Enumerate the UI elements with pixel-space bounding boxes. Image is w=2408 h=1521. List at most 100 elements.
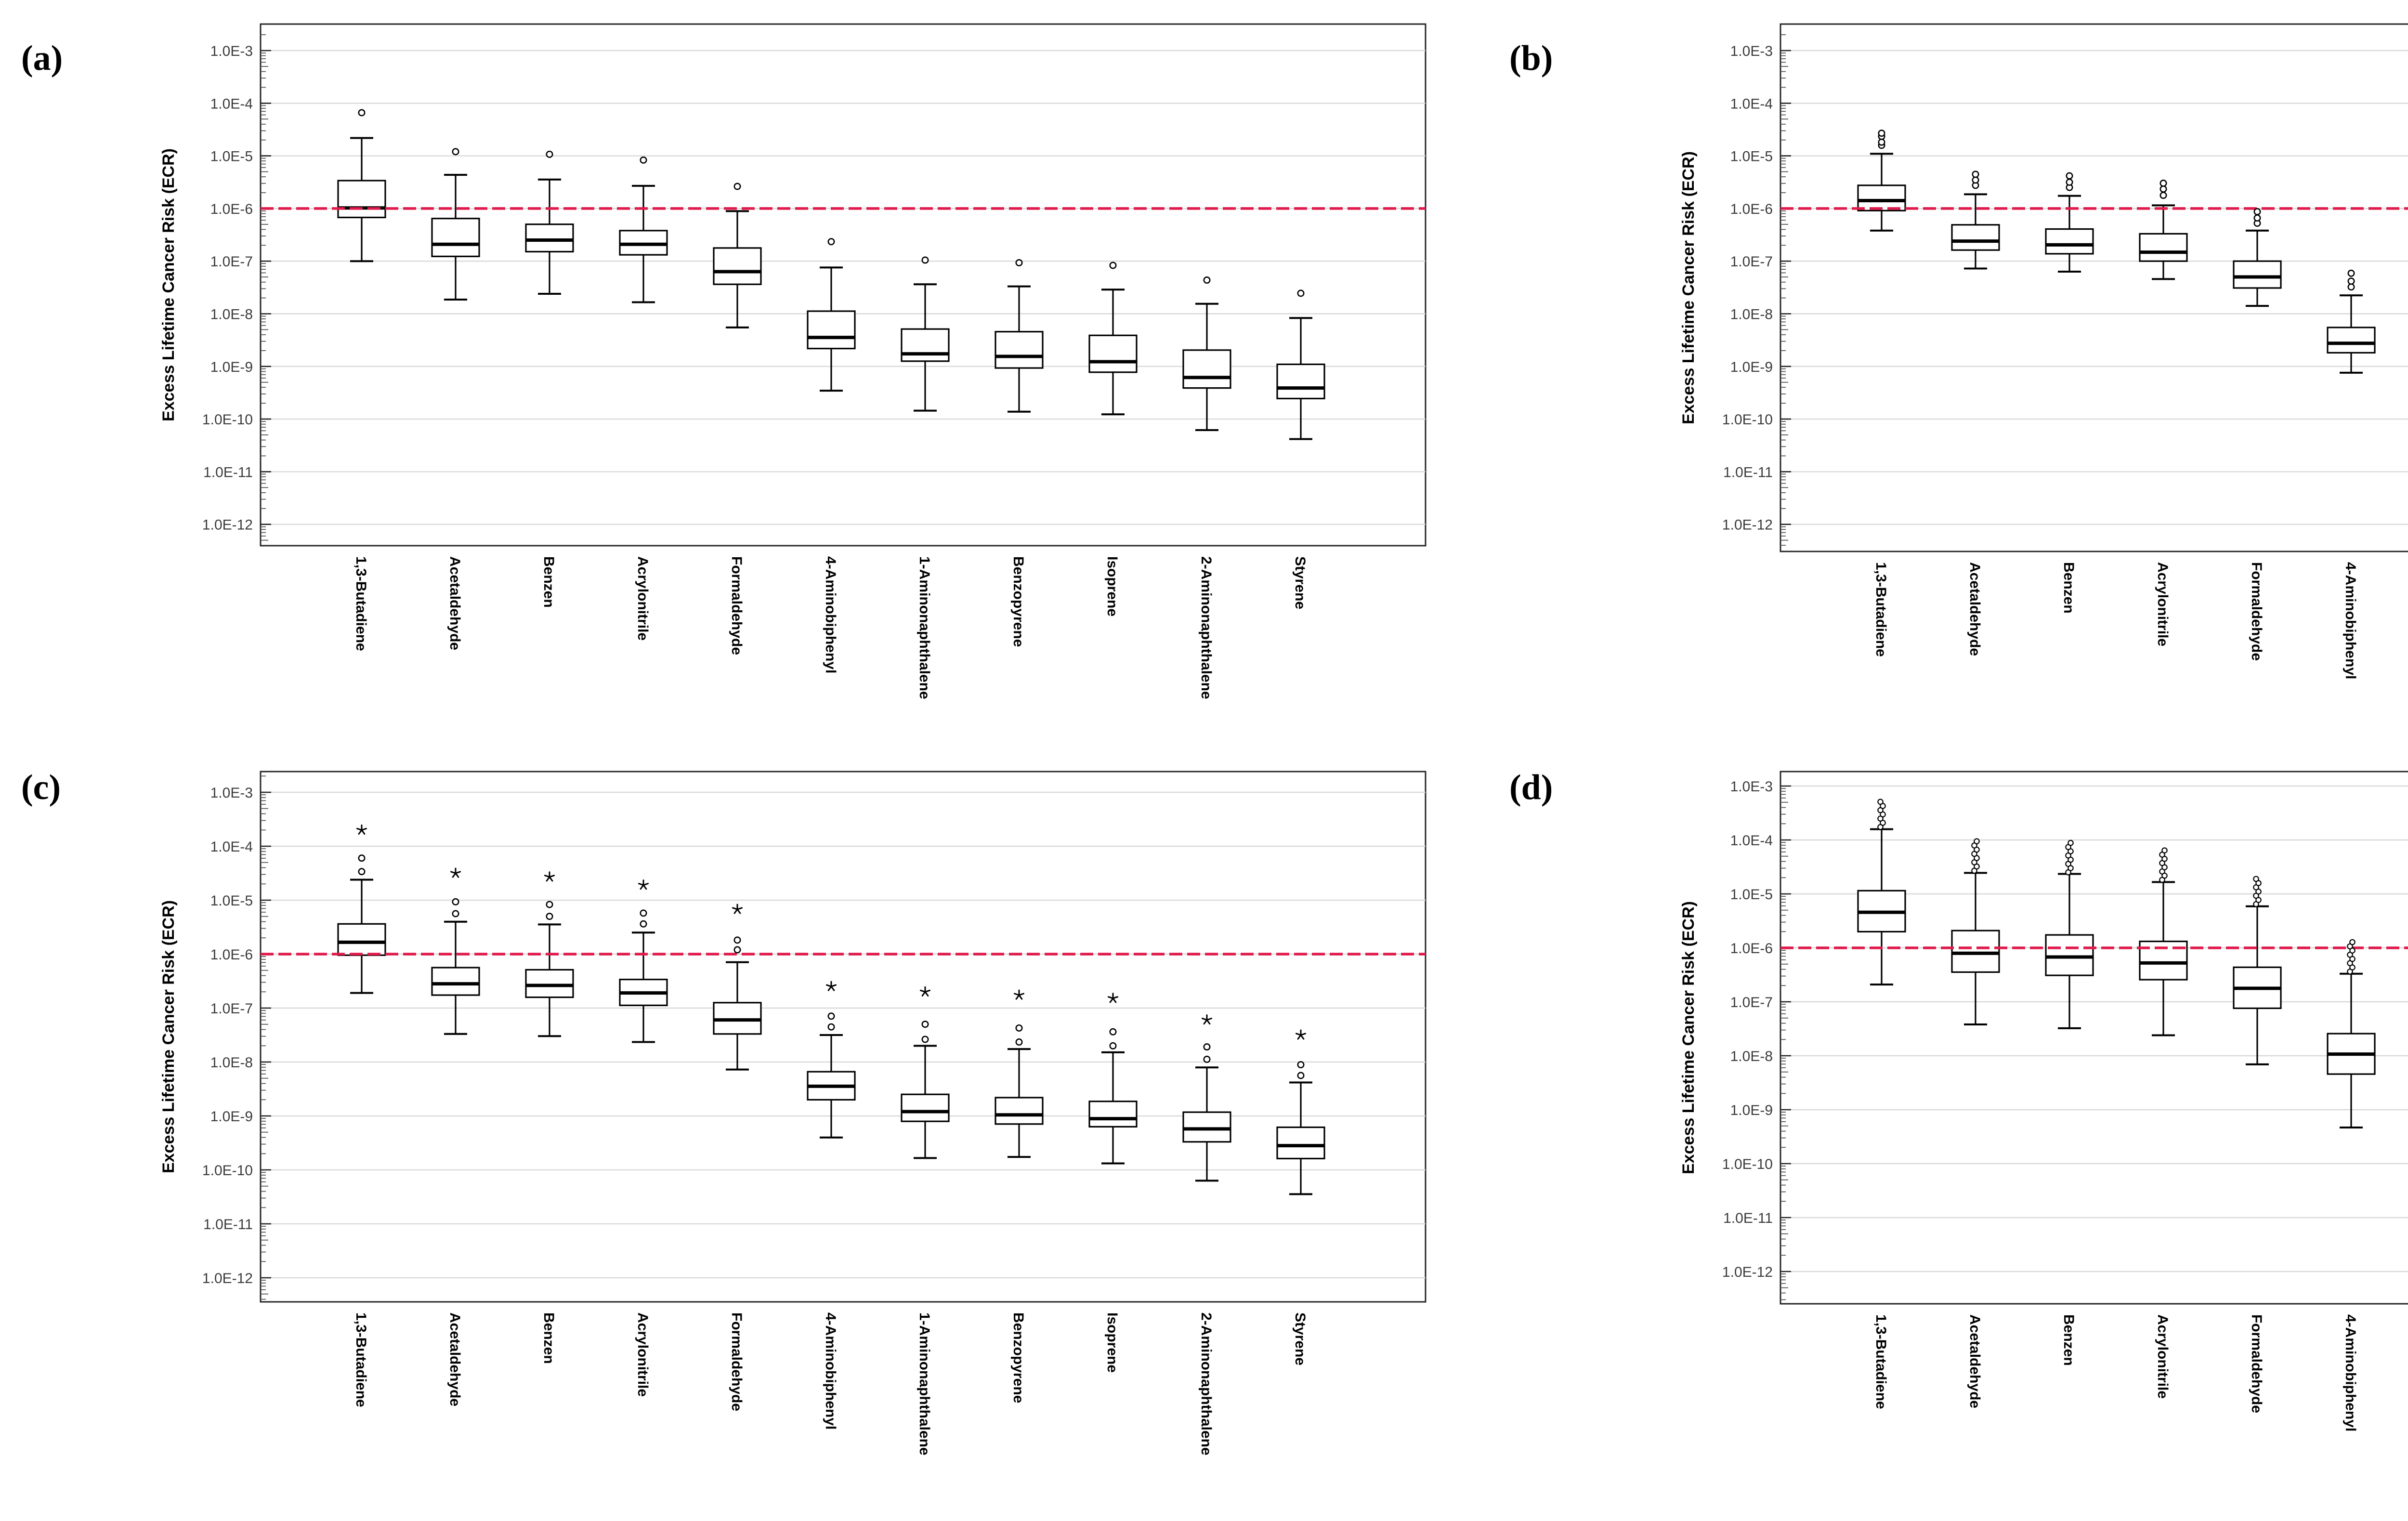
category-label: Acrylonitrile [635,556,651,641]
box [1088,1101,1138,1128]
y-tick-label: 1.0E-7 [1730,995,1773,1010]
y-tick-label: 1.0E-3 [1730,43,1773,59]
extreme-star-icon [544,871,555,882]
category-label: Acetaldehyde [1967,562,1983,656]
outlier-circle-icon [827,1023,835,1031]
y-tick-label: 1.0E-9 [210,1109,253,1125]
outlier-circle-icon [1109,1042,1117,1049]
category-label: Formaldehyde [729,1312,745,1411]
y-tick-label: 1.0E-10 [1722,1156,1773,1172]
y-tick-label: 1.0E-6 [1730,941,1773,957]
box [337,180,386,219]
y-tick-label: 1.0E-5 [1730,887,1773,903]
outlier-circle-icon [2159,185,2167,193]
y-tick-label: 1.0E-12 [202,517,253,533]
outlier-circle-icon [1297,289,1305,297]
y-tick-label: 1.0E-7 [1730,254,1773,270]
box [2045,934,2094,976]
box [1088,334,1138,373]
category-label: Formaldehyde [729,556,745,655]
outlier-circle-icon [2066,172,2073,180]
box [2233,260,2282,289]
outlier-circle-icon [2347,277,2355,285]
category-label: Benzen [2061,1314,2077,1366]
y-tick-label: 1.0E-8 [210,307,253,323]
extreme-star-icon [826,981,837,991]
outlier-circle-icon [1203,1043,1211,1051]
outlier-circle-icon [921,1021,929,1028]
panel-d: 1.0E-3 1.0E-4 1.0E-5 1.0E-6 1.0E-7 1.0E-8 1.0E… [1679,771,2408,1431]
outlier-circle-icon [546,150,553,158]
extreme-star-icon [356,824,367,835]
box [431,218,480,257]
outlier-circle-icon [921,1036,929,1043]
category-label: 4-Aminobiphenyl [823,556,838,673]
y-tick-label: 1.0E-6 [210,201,253,217]
y-tick-label: 1.0E-10 [1722,412,1773,428]
box [2139,233,2188,262]
category-label: Acetaldehyde [1967,1314,1983,1408]
y-tick-label: 1.0E-12 [1722,1264,1773,1280]
extreme-star-icon [1296,1029,1306,1040]
outlier-circle-icon [733,946,741,954]
category-label: 1,3-Butadiene [1873,1314,1889,1409]
category-label: Benzen [541,556,557,608]
outlier-circle-icon [358,868,366,876]
outlier-circle-icon [1109,262,1117,269]
category-label: 1-Aminonaphthalene [916,1312,932,1455]
outlier-circle-icon [2253,214,2261,222]
plot-area [1780,23,2408,552]
plot-area [260,23,1426,547]
category-label: Acrylonitrile [2155,562,2171,646]
box [901,328,950,362]
outlier-circle-icon [2347,283,2355,291]
box [1951,930,2000,973]
outlier-circle-icon [2066,178,2073,186]
outlier-circle-icon [452,898,459,905]
y-tick-label: 1.0E-3 [210,785,253,801]
box [525,969,574,998]
box [995,1097,1044,1125]
category-label: Acrylonitrile [2155,1314,2171,1399]
category-label: Styrene [1292,1312,1308,1365]
outlier-circle-icon [1109,1028,1117,1036]
extreme-star-icon [450,867,461,878]
y-tick-label: 1.0E-6 [1730,201,1773,217]
category-label: 4-Aminobiphenyl [2343,562,2358,679]
box [1857,184,1906,211]
box [901,1093,950,1122]
plot-area [1780,771,2408,1305]
y-tick-label: 1.0E-9 [1730,359,1773,375]
outlier-circle-icon [1878,138,1885,146]
outlier-circle-icon [2161,847,2168,854]
box [431,967,480,996]
y-tick-label: 1.0E-11 [203,1217,253,1233]
box [807,310,856,350]
y-tick-label: 1.0E-10 [202,1163,253,1179]
outlier-circle-icon [733,936,741,944]
plot-area [260,771,1426,1303]
outlier-circle-icon [358,109,366,117]
category-label: Acetaldehyde [447,1312,463,1406]
outlier-circle-icon [546,901,553,908]
category-label: Benzen [541,1312,557,1364]
y-axis-title: Excess Lifetime Cancer Risk (ECR) [159,900,178,1173]
extreme-star-icon [732,904,743,914]
outlier-circle-icon [2159,192,2167,199]
box [1182,1111,1231,1143]
outlier-circle-icon [1203,276,1211,284]
panel-c: 1.0E-3 1.0E-4 1.0E-5 1.0E-6 1.0E-7 1.0E-8 1.0E… [159,771,1426,1455]
category-label: 4-Aminobiphenyl [2343,1314,2358,1431]
category-label: 2-Aminonaphthalene [1198,556,1214,699]
box [2327,327,2376,354]
box [1276,363,1325,400]
outlier-circle-icon [827,1012,835,1020]
outlier-circle-icon [2159,179,2167,187]
outlier-circle-icon [827,238,835,246]
y-tick-label: 1.0E-3 [1730,779,1773,795]
y-tick-label: 1.0E-5 [210,149,253,165]
y-tick-label: 1.0E-7 [210,254,253,270]
box [1276,1126,1325,1160]
panel-label-a: (a) [21,39,63,78]
y-tick-label: 1.0E-4 [210,96,253,112]
